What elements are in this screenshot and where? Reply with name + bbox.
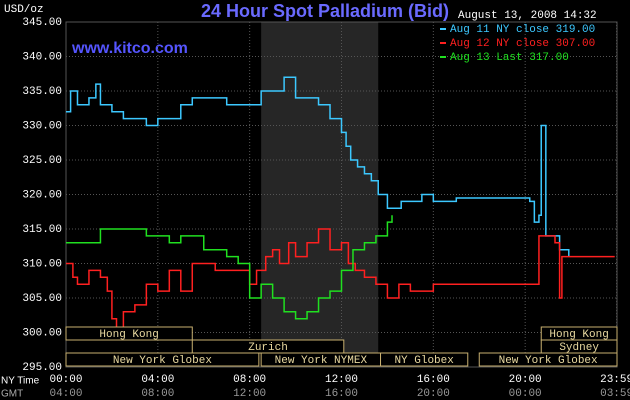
x2-tick-label: 03:59 [600, 388, 630, 400]
x-tick-label: 04:00 [141, 374, 174, 386]
watermark: www.kitco.com [71, 40, 188, 57]
y-tick-label: 300.00 [22, 327, 62, 339]
y-tick-label: 340.00 [22, 51, 62, 63]
session-label: Hong Kong [99, 329, 158, 341]
highlight [261, 22, 379, 367]
session-label: New York Globex [499, 355, 598, 367]
session-box [65, 326, 193, 341]
session-box [380, 352, 469, 367]
x-tick-label: 00:00 [49, 374, 82, 386]
y-tick-label: 305.00 [22, 293, 62, 305]
x2-tick-label: 08:00 [141, 388, 174, 400]
series-line [66, 215, 393, 320]
session-label: Hong Kong [549, 329, 608, 341]
y-tick-label: 310.00 [22, 258, 62, 270]
y-axis-label: USD/oz [4, 4, 44, 16]
y-tick-label: 325.00 [22, 155, 62, 167]
session-box [65, 352, 260, 367]
timestamp: August 13, 2008 14:32 [458, 10, 597, 22]
series-line [66, 76, 570, 257]
y-tick-label: 335.00 [22, 86, 62, 98]
y-tick-label: 330.00 [22, 120, 62, 132]
x2-tick-label: 12:00 [233, 388, 266, 400]
x-tick-label: 23:59 [600, 374, 630, 386]
y-tick-label: 345.00 [22, 17, 62, 29]
chart-title: 24 Hour Spot Palladium (Bid) [201, 1, 449, 21]
legend-label: Aug 13 Last 317.00 [450, 52, 569, 64]
session-label: NY Globex [394, 355, 454, 367]
session-label: New York Globex [113, 355, 212, 367]
x-axis-label: NY Time [1, 376, 40, 387]
session-label: New York NYMEX [275, 355, 368, 367]
y-tick-label: 320.00 [22, 189, 62, 201]
x2-tick-label: 00:00 [509, 388, 542, 400]
session-box [478, 352, 618, 367]
x2-axis-label: GMT [1, 389, 23, 400]
legend-label: Aug 11 NY close 319.00 [450, 24, 595, 36]
y-tick-label: 295.00 [22, 362, 62, 374]
legend-label: Aug 12 NY close 307.00 [450, 38, 595, 50]
x2-tick-label: 20:00 [417, 388, 450, 400]
x2-tick-label: 04:00 [49, 388, 82, 400]
x-tick-label: 20:00 [509, 374, 542, 386]
x2-tick-label: 16:00 [325, 388, 358, 400]
x-tick-label: 12:00 [325, 374, 358, 386]
session-label: Sydney [559, 342, 599, 354]
y-tick-label: 315.00 [22, 224, 62, 236]
x-tick-label: 16:00 [417, 374, 450, 386]
session-label: Zurich [248, 342, 288, 354]
x-tick-label: 08:00 [233, 374, 266, 386]
